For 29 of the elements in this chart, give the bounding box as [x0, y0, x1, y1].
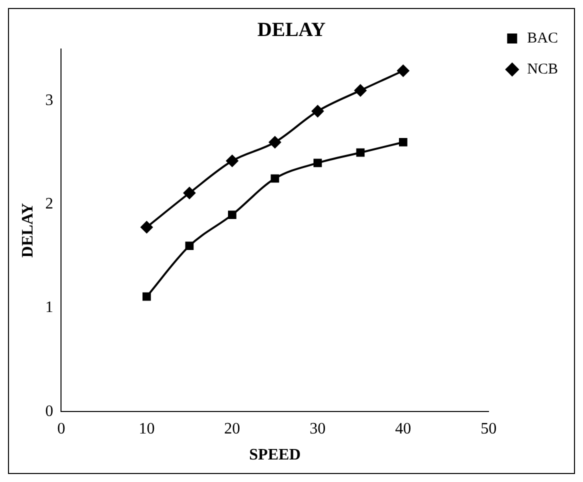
x-tick-label: 10	[138, 420, 155, 438]
legend-label: BAC	[527, 30, 558, 46]
point	[397, 64, 410, 77]
chart-title: DELAY	[257, 19, 326, 42]
x-tick-label: 20	[224, 420, 240, 438]
x-tick-label: 50	[480, 420, 497, 438]
y-tick-label: 3	[45, 92, 54, 110]
x-axis-title: SPEED	[249, 446, 301, 464]
y-axis-title: DELAY	[20, 202, 37, 258]
point	[142, 292, 151, 301]
y-tick-label: 1	[45, 299, 54, 316]
point	[354, 84, 366, 96]
point	[226, 154, 238, 167]
y-tick-label: 2	[45, 196, 54, 213]
point	[140, 221, 153, 234]
point	[398, 138, 408, 146]
x-tick-label: 0	[57, 420, 66, 438]
point	[270, 174, 280, 183]
x-tick-label: 30	[310, 420, 326, 438]
point	[185, 242, 194, 250]
point	[228, 210, 236, 219]
point	[356, 148, 365, 157]
point	[312, 105, 324, 118]
point	[183, 187, 196, 200]
point	[268, 136, 281, 148]
legend-label: NCB	[527, 61, 558, 78]
y-tick-label: 0	[45, 402, 54, 420]
point	[313, 158, 322, 168]
x-tick-label: 40	[395, 420, 412, 438]
